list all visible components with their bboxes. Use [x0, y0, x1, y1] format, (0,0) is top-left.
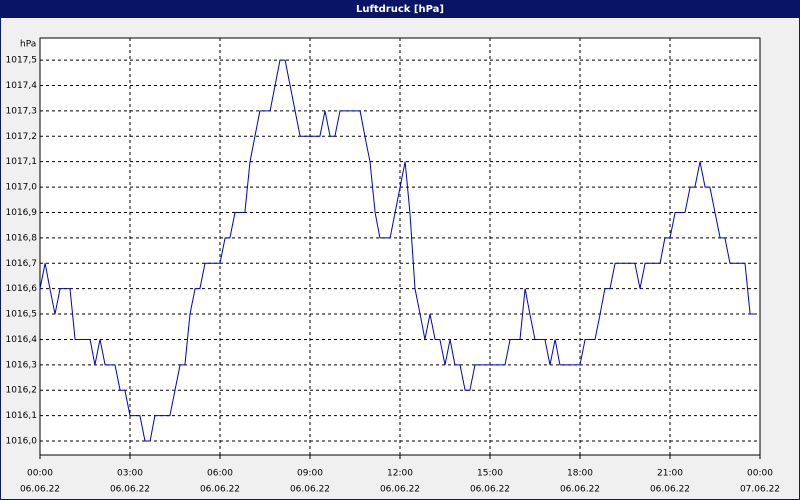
line [39, 59, 755, 442]
x-tick-label: 15:00 [477, 469, 503, 479]
x-tick-date: 06.06.22 [20, 485, 60, 495]
x-tick-label: 00:00 [27, 469, 53, 479]
y-tick-label: 1016,6 [6, 284, 38, 294]
y-tick-label: 1016,9 [6, 208, 38, 218]
x-tick-label: 06:00 [207, 469, 233, 479]
x-tick-label: 03:00 [117, 469, 143, 479]
x-tick-date: 06.06.22 [290, 485, 330, 495]
y-tick-label: 1017,4 [6, 81, 38, 91]
y-tick-label: 1016,1 [6, 411, 38, 421]
x-tick-date: 06.06.22 [470, 485, 510, 495]
x-tick-label: 21:00 [657, 469, 683, 479]
y-tick-label: 1016,2 [6, 386, 38, 396]
x-tick-date: 06.06.22 [560, 485, 600, 495]
x-tick-date: 06.06.22 [110, 485, 150, 495]
x-tick-label: 12:00 [387, 469, 413, 479]
y-tick-label: 1017,1 [6, 157, 38, 167]
title-bar [0, 0, 800, 18]
x-tick-date: 06.06.22 [200, 485, 240, 495]
y-tick-label: 1016,4 [6, 335, 38, 345]
y-tick-label: 1017,0 [6, 183, 38, 193]
y-tick-label: 1017,5 [6, 56, 38, 66]
plot-area [39, 37, 761, 456]
x-tick-date: 06.06.22 [380, 485, 420, 495]
y-tick-label: 1016,3 [6, 360, 38, 370]
y-tick-label: 1017,3 [6, 106, 38, 116]
x-tick-label: 18:00 [567, 469, 593, 479]
y-tick-label: 1016,0 [6, 437, 38, 447]
x-tick-label: 09:00 [297, 469, 323, 479]
x-tick-date: 06.06.22 [650, 485, 690, 495]
y-tick-label: 1017,2 [6, 132, 38, 142]
y-unit: hPa [20, 40, 36, 50]
x-tick-date: 07.06.22 [740, 485, 780, 495]
y-tick-label: 1016,5 [6, 310, 38, 320]
chart-title: Luftdruck [hPa] [356, 4, 444, 15]
x-tick-label: 00:00 [747, 469, 773, 479]
y-tick-label: 1016,8 [6, 233, 38, 243]
y-tick-label: 1016,7 [6, 259, 38, 269]
